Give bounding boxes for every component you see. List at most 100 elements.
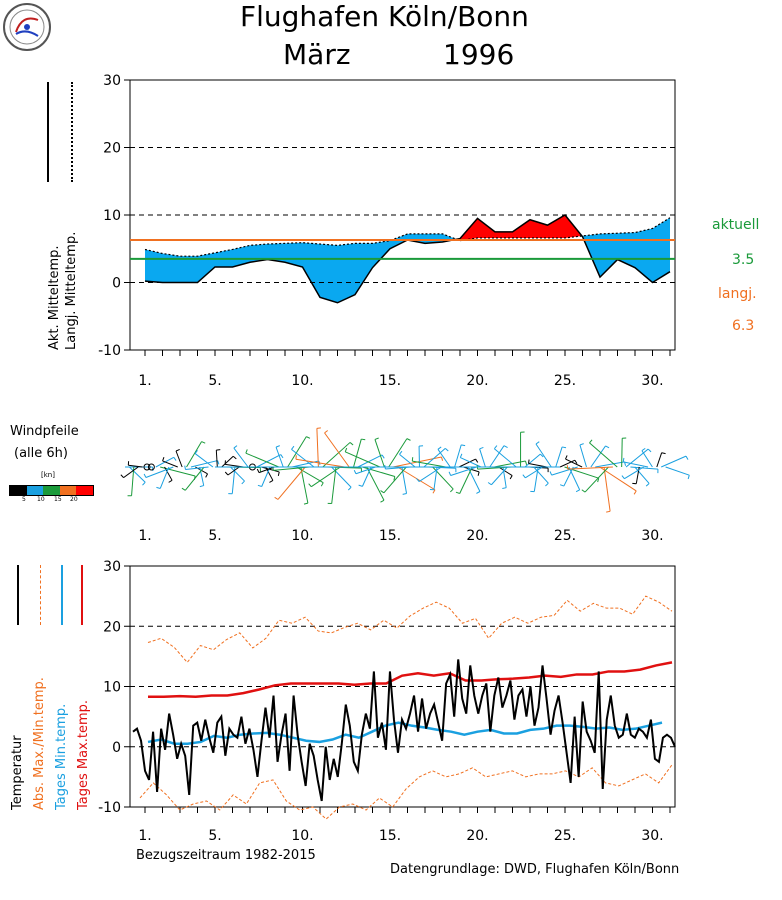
wind-arrow-barb: [184, 465, 186, 470]
wind-arrow-barb: [416, 478, 420, 482]
wind-arrow: [233, 447, 249, 468]
wind-arrow: [450, 466, 477, 476]
wind-arrow-barb: [156, 486, 161, 489]
wind-arrow: [388, 438, 408, 468]
wind-arrow: [555, 446, 563, 468]
wind-arrow-barb: [308, 483, 312, 488]
wind-arrow-barb: [479, 446, 484, 450]
mean-deviation-area: [477, 218, 495, 238]
wind-arrow-barb: [522, 474, 526, 479]
wind-arrow: [160, 466, 196, 477]
wind-arrow-barb: [606, 510, 611, 513]
wind-chart-xtick-label: 25.: [554, 528, 576, 544]
abs-min-line: [139, 764, 673, 820]
wind-arrow: [565, 458, 583, 468]
wind-arrow: [599, 466, 637, 492]
wind-scale-tick: 15: [54, 496, 62, 503]
wind-arrow-barb: [477, 471, 480, 476]
wind-arrow-barb: [528, 459, 530, 464]
mean-deviation-area: [372, 240, 390, 268]
wind-arrow-barb: [565, 455, 568, 460]
wind-arrow-barb: [459, 453, 463, 458]
wind-arrow: [589, 442, 618, 468]
wind-chart-xtick-label: 15.: [379, 528, 401, 544]
wind-arrow: [295, 458, 345, 468]
wind-arrow: [324, 432, 350, 468]
wind-arrow: [524, 453, 541, 468]
wind-arrow-barb: [399, 450, 403, 455]
mean-deviation-area: [232, 245, 250, 267]
reference-period: Bezugszeitraum 1982-2015: [136, 848, 316, 863]
wind-arrow-barb: [450, 488, 454, 493]
temp-chart-ytick-label: 10: [103, 680, 121, 696]
wind-arrow: [256, 454, 281, 468]
wind-arrow: [258, 466, 275, 474]
wind-arrow-barb: [320, 482, 324, 487]
wind-arrow: [603, 466, 611, 512]
mean-chart-ytick-label: 20: [103, 141, 121, 157]
wind-arrow: [190, 460, 218, 468]
wind-arrow: [300, 466, 309, 504]
temp-chart-ytick-label: 0: [112, 740, 121, 756]
wind-chart-xtick-label: 20.: [466, 528, 488, 544]
wind-arrow-barb: [168, 479, 173, 483]
wind-arrow-barb: [324, 430, 329, 434]
wind-arrow-barb: [455, 491, 460, 494]
wind-arrow: [661, 455, 687, 468]
wind-scale-tick: 5: [22, 496, 26, 503]
wind-arrow-barb: [605, 445, 610, 449]
wind-calm-marker: [147, 463, 155, 471]
wind-arrow: [454, 444, 462, 468]
wind-arrow-barb: [645, 483, 650, 487]
wind-arrow: [245, 452, 280, 468]
wind-arrow-barb: [685, 455, 689, 460]
wind-arrow: [595, 461, 625, 468]
wind-arrow-barb: [380, 490, 385, 494]
temp-chart-xtick-label: 15.: [379, 828, 401, 844]
temp-chart-xtick-label: 1.: [138, 828, 151, 844]
wind-arrow-barb: [349, 442, 354, 446]
wind-arrow: [123, 466, 139, 479]
wind-arrow-barb: [535, 441, 540, 445]
wind-arrow: [291, 449, 315, 468]
wind-arrow-barb: [461, 444, 466, 447]
mean-deviation-area: [407, 233, 425, 244]
wind-arrow: [567, 466, 613, 470]
wind-arrow: [563, 466, 574, 487]
mean-deviation-area: [302, 242, 320, 298]
wind-arrow: [625, 448, 649, 468]
wind-arrow-barb: [232, 455, 237, 460]
mean-deviation-area: [355, 243, 373, 295]
wind-arrow: [129, 466, 146, 483]
wind-arrow: [316, 428, 319, 468]
wind-arrow-barb: [579, 443, 584, 446]
mean-deviation-area: [547, 215, 565, 238]
wind-arrow: [383, 466, 407, 494]
wind-arrow: [623, 461, 649, 468]
wind-arrow-barb: [641, 447, 646, 452]
wind-chart-xtick-label: 30.: [641, 528, 663, 544]
wind-arrow: [277, 466, 306, 500]
wind-arrow: [533, 466, 549, 484]
wind-arrow: [535, 443, 552, 468]
wind-arrow: [568, 466, 581, 491]
mean-deviation-area: [250, 244, 268, 263]
wind-arrow: [296, 466, 324, 484]
wind-arrow: [624, 466, 644, 480]
wind-arrow-barb: [257, 484, 262, 487]
mean-chart-ytick-label: -10: [98, 343, 121, 359]
mean-deviation-area: [197, 252, 215, 283]
wind-arrow-barb: [661, 452, 666, 455]
mean-chart-xtick-label: 5.: [208, 373, 221, 389]
mean-chart-xtick-label: 20.: [466, 373, 488, 389]
page-title: Flughafen Köln/Bonn: [240, 0, 529, 33]
wind-arrow-barb: [344, 447, 348, 452]
wind-arrow: [194, 453, 214, 468]
wind-arrow-barb: [562, 446, 567, 449]
wind-arrow-barb: [549, 471, 553, 476]
mean-deviation-area: [337, 243, 355, 303]
wind-arrow: [199, 466, 205, 486]
min-line-key: [61, 565, 63, 625]
temp-chart-xtick-label: 20.: [466, 828, 488, 844]
